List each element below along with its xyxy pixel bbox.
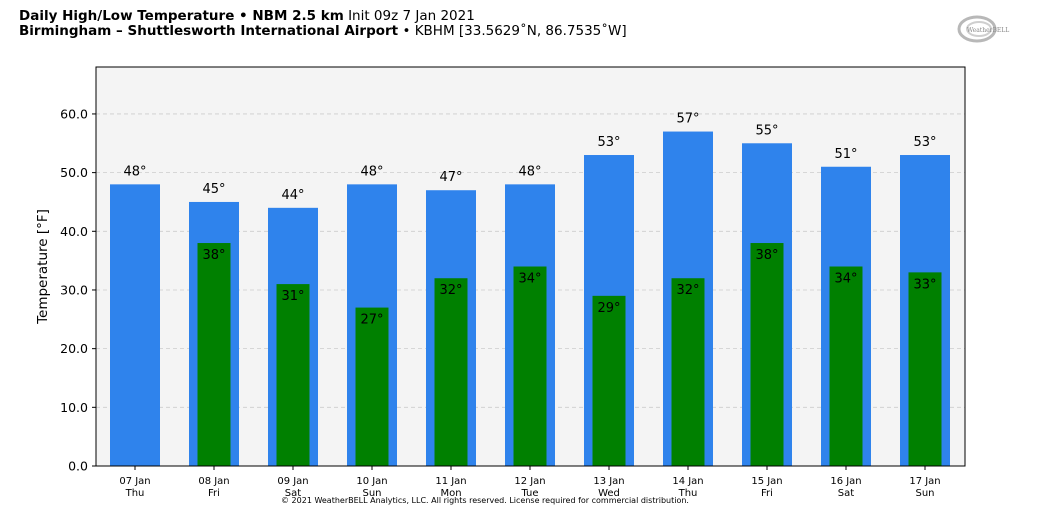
high-label: 44° [281,188,304,203]
low-bar [197,243,231,466]
low-label: 33° [913,277,936,292]
low-label: 38° [202,248,225,263]
high-bar [110,184,160,466]
x-tick-date: 11 Jan [435,476,466,487]
low-bar [750,243,784,466]
x-tick-date: 08 Jan [198,476,229,487]
low-label: 34° [518,272,541,287]
logo-text: WeatherBELL [967,27,1009,34]
low-bar [829,266,863,466]
x-tick-day: Fri [761,488,773,499]
plot-frame [95,66,966,467]
low-label: 38° [755,248,778,263]
title-line-2-bold: Birmingham – Shuttlesworth International… [19,23,399,39]
high-label: 47° [439,170,462,185]
x-tick-date: 15 Jan [751,476,782,487]
high-label: 53° [597,135,620,150]
low-label: 34° [834,272,857,287]
low-label: 29° [597,301,620,316]
low-bar [513,266,547,466]
title-line-1: Daily High/Low Temperature • NBM 2.5 km … [19,9,627,24]
x-tick-day: Sun [362,488,381,499]
x-tick-day: Sat [285,488,301,499]
logo-swirl-outer [957,15,997,43]
low-label: 32° [676,283,699,298]
copyright-notice: © 2021 WeatherBELL Analytics, LLC. All r… [281,496,689,505]
high-label: 48° [360,164,383,179]
x-tick-date: 10 Jan [356,476,387,487]
x-tick-day: Thu [125,488,145,499]
y-tick-label: 0.0 [68,459,88,474]
high-label: 55° [755,123,778,138]
x-tick-date: 09 Jan [277,476,308,487]
low-label: 27° [360,313,383,328]
low-bar [355,307,389,466]
low-bar [671,278,705,466]
high-label: 51° [834,147,857,162]
x-tick-day: Sun [915,488,934,499]
title-line-1-bold: Daily High/Low Temperature • NBM 2.5 km [19,8,344,24]
y-tick-label: 40.0 [60,224,88,239]
x-tick-day: Tue [520,488,538,499]
title-line-2-normal: • KBHM [33.5629˚N, 86.7535˚W] [402,23,627,39]
low-label: 32° [439,283,462,298]
x-tick-date: 16 Jan [830,476,861,487]
y-tick-label: 20.0 [60,341,88,356]
low-bar [592,295,626,466]
low-bar [276,284,310,466]
chart-title: Daily High/Low Temperature • NBM 2.5 km … [19,9,627,39]
high-label: 45° [202,182,225,197]
y-tick-label: 60.0 [60,106,88,121]
high-label: 48° [123,164,146,179]
x-tick-day: Wed [598,488,620,499]
x-tick-date: 07 Jan [119,476,150,487]
x-tick-date: 13 Jan [593,476,624,487]
x-tick-date: 14 Jan [672,476,703,487]
x-tick-day: Mon [440,488,461,499]
low-label: 31° [281,289,304,304]
high-label: 57° [676,112,699,127]
title-line-1-normal: Init 09z 7 Jan 2021 [348,8,475,24]
weatherbell-logo: WeatherBELL [957,15,1009,43]
y-axis-label: Temperature [°F] [35,209,51,325]
y-tick-label: 30.0 [60,282,88,297]
title-line-2: Birmingham – Shuttlesworth International… [19,24,627,39]
x-tick-day: Thu [678,488,698,499]
low-bar [434,278,468,466]
x-tick-date: 17 Jan [909,476,940,487]
logo-swirl-inner [966,21,992,37]
x-tick-day: Sat [838,488,854,499]
x-tick-date: 12 Jan [514,476,545,487]
high-label: 48° [518,164,541,179]
x-tick-day: Fri [208,488,220,499]
low-bar [908,272,942,466]
y-tick-label: 10.0 [60,400,88,415]
y-tick-label: 50.0 [60,165,88,180]
high-label: 53° [913,135,936,150]
